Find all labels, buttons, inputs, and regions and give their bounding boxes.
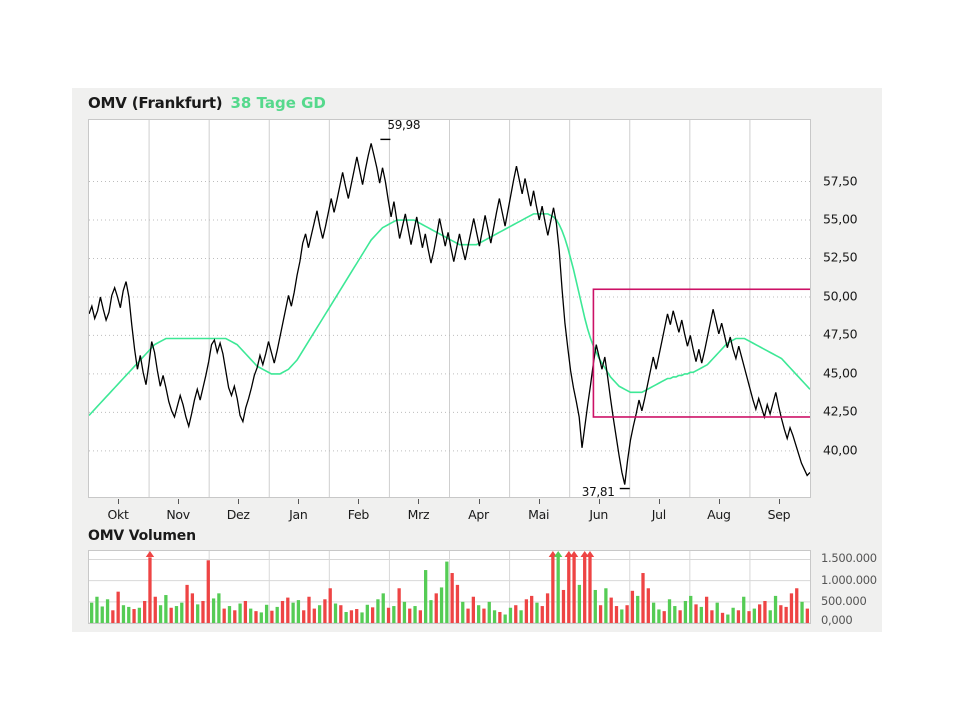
price-x-tick-mark: [658, 499, 660, 504]
price-x-tick-mark: [538, 499, 540, 504]
price-x-tick-mark: [118, 499, 120, 504]
volume-bars: [90, 551, 809, 623]
price-x-axis: Okt Nov Dez Jan Feb Mrz Apr Mai Jun Jul Aug Sep: [88, 499, 811, 525]
low-price-annotation: 37,81: [581, 484, 615, 499]
price-x-tick-mark: [478, 499, 480, 504]
chart-title-text: OMV (Frankfurt): [88, 94, 223, 112]
price-y-tick: 55,00: [823, 211, 858, 227]
moving-average-legend: 38 Tage GD: [230, 94, 326, 112]
price-x-tick-label: Okt: [107, 507, 129, 522]
volume-title: OMV Volumen: [88, 528, 196, 544]
price-plot-area[interactable]: [88, 119, 811, 498]
price-x-tick-label: Mrz: [407, 507, 430, 522]
price-x-tick-label: Mai: [528, 507, 550, 522]
price-y-axis: 57,50 55,00 52,50 50,00 47,50 45,00 42,50 40,00: [817, 119, 883, 498]
price-y-tick: 50,00: [823, 288, 858, 304]
selection-rectangle[interactable]: [89, 120, 810, 497]
price-x-tick-label: Aug: [707, 507, 731, 522]
price-x-tick-mark: [238, 499, 240, 504]
high-price-annotation: 59,98: [387, 118, 421, 133]
price-x-tick-label: Jun: [589, 507, 609, 522]
price-x-tick-label: Sep: [767, 507, 791, 522]
price-x-tick-label: Jan: [289, 507, 308, 522]
price-x-tick-mark: [358, 499, 360, 504]
price-x-tick-mark: [418, 499, 420, 504]
price-x-tick-mark: [298, 499, 300, 504]
price-y-tick: 42,50: [823, 403, 858, 419]
volume-y-tick: 500.000: [821, 593, 867, 608]
price-y-tick: 57,50: [823, 173, 858, 189]
price-x-tick-mark: [778, 499, 780, 504]
price-x-tick-mark: [598, 499, 600, 504]
price-gridlines: [89, 120, 810, 497]
price-x-tick-label: Dez: [226, 507, 250, 522]
price-annotation-marks: [380, 138, 630, 490]
price-x-tick-mark: [718, 499, 720, 504]
price-y-tick: 47,50: [823, 326, 858, 342]
volume-y-tick: 1.000.000: [821, 572, 877, 587]
volume-y-tick: 1.500.000: [821, 551, 877, 566]
chart-title: OMV (Frankfurt) 38 Tage GD: [88, 94, 326, 112]
price-x-tick-label: Jul: [651, 507, 666, 522]
price-x-tick-mark: [178, 499, 180, 504]
volume-y-tick: 0,000: [821, 613, 853, 627]
price-y-tick: 45,00: [823, 365, 858, 381]
price-x-tick-label: Feb: [347, 507, 370, 522]
price-y-tick: 40,00: [823, 442, 858, 458]
price-x-tick-label: Apr: [468, 507, 489, 522]
price-line-series: [89, 143, 810, 485]
chart-panel: OMV (Frankfurt) 38 Tage GD 59,98 37,81 57…: [72, 88, 882, 632]
price-x-tick-label: Nov: [166, 507, 190, 522]
volume-plot-area[interactable]: [88, 550, 811, 624]
price-y-tick: 52,50: [823, 249, 858, 265]
volume-y-axis: 1.500.000 1.000.000 500.000 0,000: [817, 550, 897, 627]
